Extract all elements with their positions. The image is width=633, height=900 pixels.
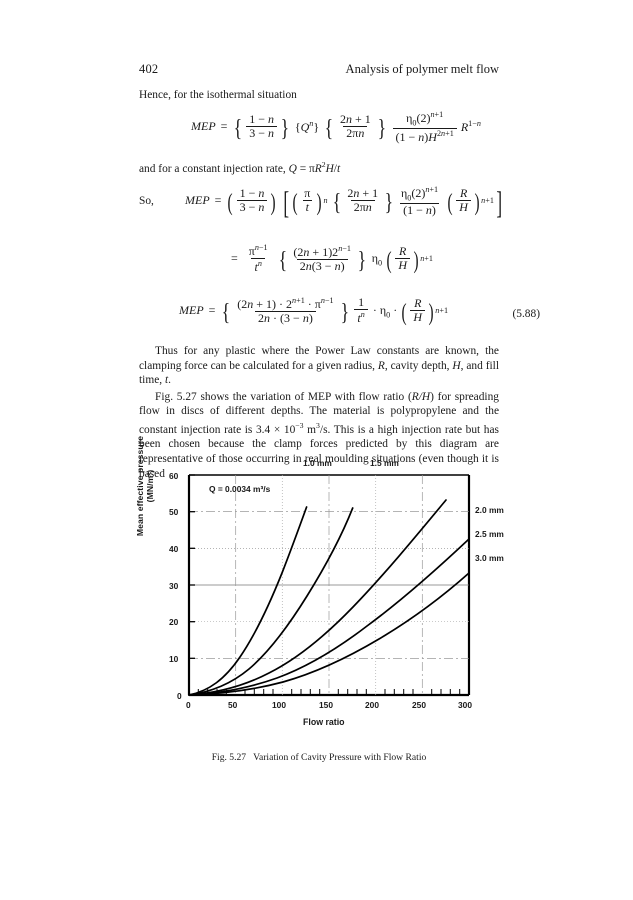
paragraph-2: Fig. 5.27 shows the variation of MEP wit… — [139, 390, 499, 480]
figure-5-27: Mean effective pressure (MN/m²) — [135, 436, 519, 755]
figure-caption-number: Fig. 5.27 — [211, 752, 247, 763]
grid-lines — [187, 474, 471, 697]
curve-label-1-0mm: 1.0 mm — [303, 458, 332, 468]
y-tick-50: 50 — [169, 507, 179, 517]
curve-label-3-0mm: 3.0 mm — [475, 553, 504, 563]
paragraph-1: Thus for any plastic where the Power Law… — [139, 345, 499, 480]
page-number: 402 — [139, 62, 159, 76]
y-tick-20: 20 — [169, 617, 179, 627]
line-after-equation-1: and for a constant injection rate, Q = π… — [139, 160, 341, 175]
curve-1-5mm — [188, 507, 354, 696]
y-tick-30: 30 — [169, 581, 179, 591]
x-tick-250: 250 — [412, 700, 426, 710]
figure-caption: Fig. 5.27 Variation of Cavity Pressure wi… — [139, 752, 499, 763]
equation-4: MEP = { (2n + 1) · 2n+1 · πn−1 2n · (3 − … — [179, 295, 540, 326]
curve-2-0mm — [188, 499, 447, 696]
equation-3: = πn−1 tn { (2n + 1)2n−1 2n(3 − n) } η0 ( … — [231, 243, 433, 275]
curve-label-1-5mm: 1.5 mm — [370, 458, 399, 468]
x-tick-100: 100 — [272, 700, 286, 710]
y-tick-60: 60 — [169, 471, 179, 481]
x-tick-0: 0 — [186, 700, 191, 710]
figure-caption-text: Variation of Cavity Pressure with Flow R… — [253, 752, 427, 763]
curve-label-2-0mm: 2.0 mm — [475, 505, 504, 515]
curve-1-0mm — [188, 506, 308, 696]
curve-3-0mm — [188, 572, 470, 696]
x-axis-label: Flow ratio — [303, 717, 345, 727]
x-tick-200: 200 — [365, 700, 379, 710]
intro-line: Hence, for the isothermal situation — [139, 89, 297, 101]
chapter-title: Analysis of polymer melt flow — [345, 62, 499, 76]
y-tick-10: 10 — [169, 654, 179, 664]
x-tick-150: 150 — [319, 700, 333, 710]
cavity-pressure-chart — [187, 474, 471, 697]
curve-label-2-5mm: 2.5 mm — [475, 529, 504, 539]
so-label: So, — [139, 194, 154, 207]
x-tick-300: 300 — [458, 700, 472, 710]
x-tick-50: 50 — [228, 700, 238, 710]
curve-2-5mm — [188, 538, 470, 696]
injection-rate-annotation: Q = 0.0034 m³/s — [209, 484, 271, 494]
y-tick-40: 40 — [169, 544, 179, 554]
equation-number: (5.88) — [512, 308, 540, 320]
running-head: 402 Analysis of polymer melt flow — [139, 62, 499, 77]
y-tick-0: 0 — [177, 691, 182, 701]
